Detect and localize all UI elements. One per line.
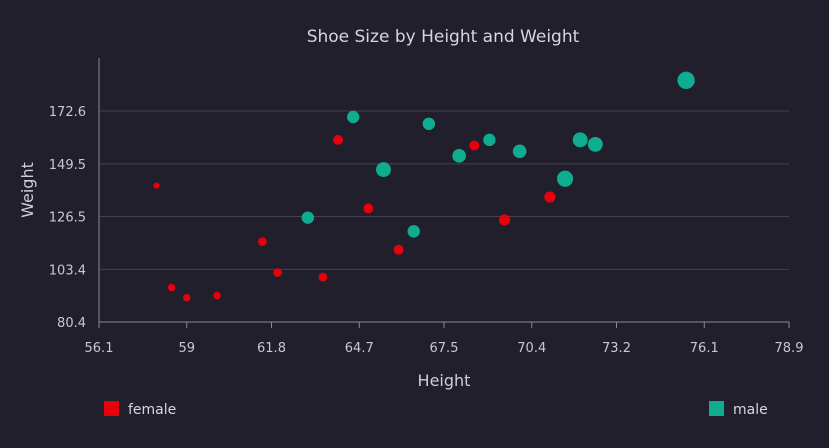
x-tick-label: 73.2 bbox=[602, 341, 631, 356]
y-tick-label: 149.5 bbox=[49, 158, 86, 173]
female-point bbox=[167, 283, 176, 292]
x-tick-label: 76.1 bbox=[690, 341, 719, 356]
x-tick-label: 64.7 bbox=[345, 341, 374, 356]
male-point bbox=[677, 71, 695, 90]
male-point bbox=[556, 170, 574, 187]
male-point bbox=[422, 117, 436, 131]
legend: female male bbox=[104, 401, 768, 418]
legend-swatch-male bbox=[709, 401, 724, 416]
male-point bbox=[301, 211, 315, 224]
x-tick-label: 61.8 bbox=[257, 341, 286, 356]
male-point bbox=[452, 149, 466, 163]
female-point bbox=[469, 140, 480, 151]
female-point bbox=[544, 191, 556, 203]
data-points bbox=[153, 71, 695, 302]
female-point bbox=[318, 272, 328, 282]
female-point bbox=[273, 268, 282, 277]
x-tick-label: 78.9 bbox=[775, 341, 804, 356]
female-point bbox=[363, 203, 374, 214]
female-point bbox=[213, 291, 221, 300]
female-point bbox=[153, 182, 160, 189]
x-tick-label: 70.4 bbox=[517, 341, 546, 356]
x-tick-label: 59 bbox=[178, 341, 195, 356]
y-tick-label: 80.4 bbox=[57, 316, 86, 331]
male-point bbox=[483, 133, 496, 147]
legend-label-male: male bbox=[733, 402, 768, 418]
female-point bbox=[393, 244, 404, 255]
y-axis-label: Weight bbox=[18, 162, 37, 218]
female-point bbox=[498, 214, 511, 226]
male-point bbox=[347, 110, 360, 124]
chart-title: Shoe Size by Height and Weight bbox=[307, 27, 580, 47]
x-tick-label: 67.5 bbox=[430, 341, 459, 356]
x-axis-label: Height bbox=[418, 371, 471, 390]
male-point bbox=[512, 144, 527, 159]
y-tick-label: 172.6 bbox=[49, 105, 86, 120]
male-point bbox=[587, 136, 603, 152]
y-tick-label: 126.5 bbox=[49, 211, 86, 226]
x-tick-label: 56.1 bbox=[85, 341, 114, 356]
male-point bbox=[376, 162, 391, 178]
legend-swatch-female bbox=[104, 401, 119, 416]
male-point bbox=[407, 225, 420, 238]
female-point bbox=[333, 134, 344, 145]
male-point bbox=[572, 132, 588, 148]
y-tick-label: 103.4 bbox=[49, 263, 86, 278]
x-tick-labels: 56.1 59 61.8 64.7 67.5 70.4 73.2 76.1 78.9 bbox=[85, 341, 804, 356]
y-tick-labels: 80.4 103.4 126.5 149.5 172.6 bbox=[49, 105, 86, 331]
grid-lines bbox=[99, 110, 789, 270]
legend-label-female: female bbox=[128, 402, 176, 418]
female-point bbox=[258, 237, 267, 247]
female-point bbox=[183, 294, 191, 302]
axes bbox=[98, 58, 790, 328]
